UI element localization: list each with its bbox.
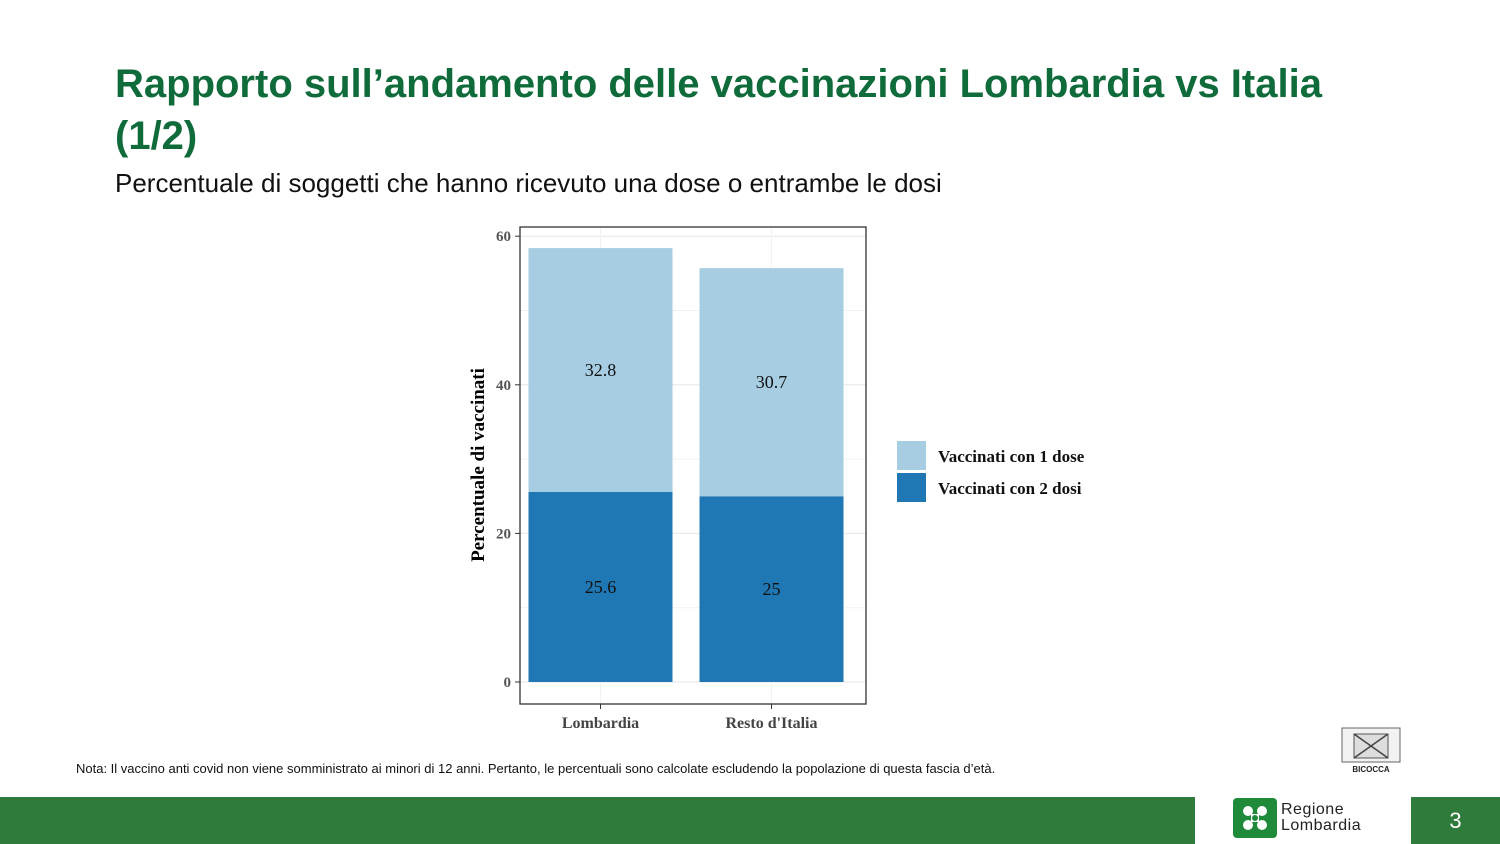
regione-lombardia-wordmark: Regione Lombardia: [1281, 802, 1361, 834]
legend-label: Vaccinati con 1 dose: [938, 447, 1085, 466]
bar-segment: [528, 491, 673, 682]
data-label: 25: [763, 579, 781, 599]
stacked-bar-chart: 25.6 32.8 25 30.7 0 20 40 60 Lombardia Resto d'…: [468, 226, 1085, 732]
bar-segment: [528, 248, 673, 492]
chart-bars: 25.6 32.8 25 30.7: [528, 248, 844, 682]
y-tick-label: 60: [496, 229, 511, 245]
x-tick-label: Resto d'Italia: [726, 715, 818, 732]
data-label: 32.8: [585, 360, 617, 380]
university-bicocca-logo: BICOCCA: [1341, 727, 1401, 774]
y-axis-label: Percentuale di vaccinati: [468, 368, 489, 562]
legend-swatch: [897, 473, 926, 502]
footer-bar: [0, 797, 1195, 844]
plot-panel-border: [519, 226, 867, 705]
page-number-box: [1411, 797, 1500, 844]
x-tick-label: Lombardia: [562, 715, 639, 732]
y-axis: 0 20 40 60: [496, 229, 520, 691]
y-tick-label: 0: [504, 675, 512, 691]
slide-title: Rapporto sull’andamento delle vaccinazio…: [115, 62, 1322, 158]
legend-swatch: [897, 441, 926, 470]
data-label: 30.7: [756, 372, 788, 392]
slide-subtitle: Percentuale di soggetti che hanno ricevu…: [115, 168, 942, 198]
x-axis: Lombardia Resto d'Italia: [562, 704, 818, 732]
y-tick-label: 20: [496, 526, 511, 542]
y-tick-label: 40: [496, 378, 511, 394]
footnote: Nota: Il vaccino anti covid non viene so…: [76, 761, 996, 776]
page-number: 3: [1449, 808, 1462, 833]
bar-segment: [699, 268, 844, 497]
svg-text:BICOCCA: BICOCCA: [1352, 765, 1390, 774]
chart-legend: Vaccinati con 1 dose Vaccinati con 2 dosi: [897, 441, 1085, 502]
region-name-line-1: Regione: [1281, 801, 1345, 818]
bar-segment: [699, 496, 844, 682]
data-label: 25.6: [585, 577, 617, 597]
region-name-line-2: Lombardia: [1281, 817, 1362, 834]
legend-label: Vaccinati con 2 dosi: [938, 479, 1082, 498]
regione-lombardia-logo-icon: [1233, 798, 1277, 838]
